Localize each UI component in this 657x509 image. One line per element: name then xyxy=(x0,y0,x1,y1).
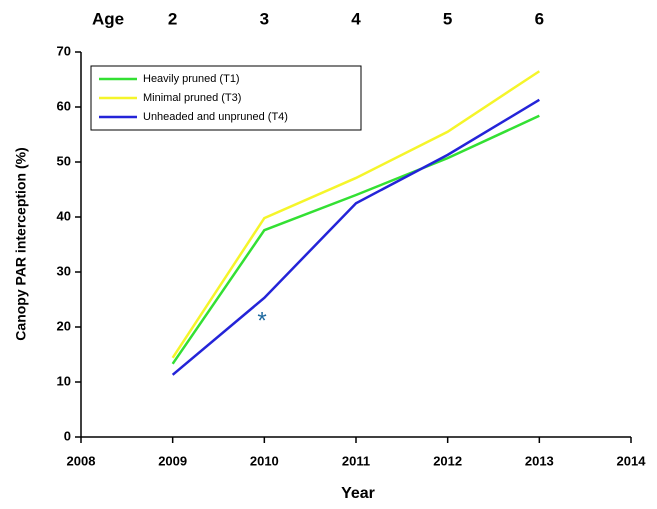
x-tick-label: 2009 xyxy=(158,453,187,468)
y-tick-label: 70 xyxy=(57,43,71,58)
age-label: 3 xyxy=(260,9,269,28)
y-tick-label: 20 xyxy=(57,318,71,333)
legend-label: Heavily pruned (T1) xyxy=(143,73,240,85)
legend-label: Unheaded and unpruned (T4) xyxy=(143,111,288,123)
age-label: 6 xyxy=(535,9,544,28)
y-tick-label: 10 xyxy=(57,373,71,388)
y-tick-label: 40 xyxy=(57,208,71,223)
x-tick-label: 2014 xyxy=(617,453,647,468)
x-tick-label: 2011 xyxy=(342,453,370,468)
x-tick-label: 2012 xyxy=(433,453,462,468)
y-tick-label: 60 xyxy=(57,98,71,113)
age-label: 4 xyxy=(351,9,361,28)
line xyxy=(171,114,540,365)
age-label: 2 xyxy=(168,9,177,28)
y-axis-label: Canopy PAR interception (%) xyxy=(13,147,29,340)
age-label: 5 xyxy=(443,9,452,28)
line xyxy=(171,98,540,376)
annotation: * xyxy=(257,307,266,334)
y-tick-label: 30 xyxy=(57,263,71,278)
age-title: Age xyxy=(92,9,124,28)
x-axis-label: Year xyxy=(341,485,375,502)
y-tick-label: 50 xyxy=(57,153,71,168)
x-tick-label: 2013 xyxy=(525,453,554,468)
x-tick-label: 2008 xyxy=(67,453,96,468)
x-tick-label: 2010 xyxy=(250,453,279,468)
line xyxy=(171,70,541,359)
legend-label: Minimal pruned (T3) xyxy=(143,92,241,104)
y-tick-label: 0 xyxy=(64,428,71,443)
